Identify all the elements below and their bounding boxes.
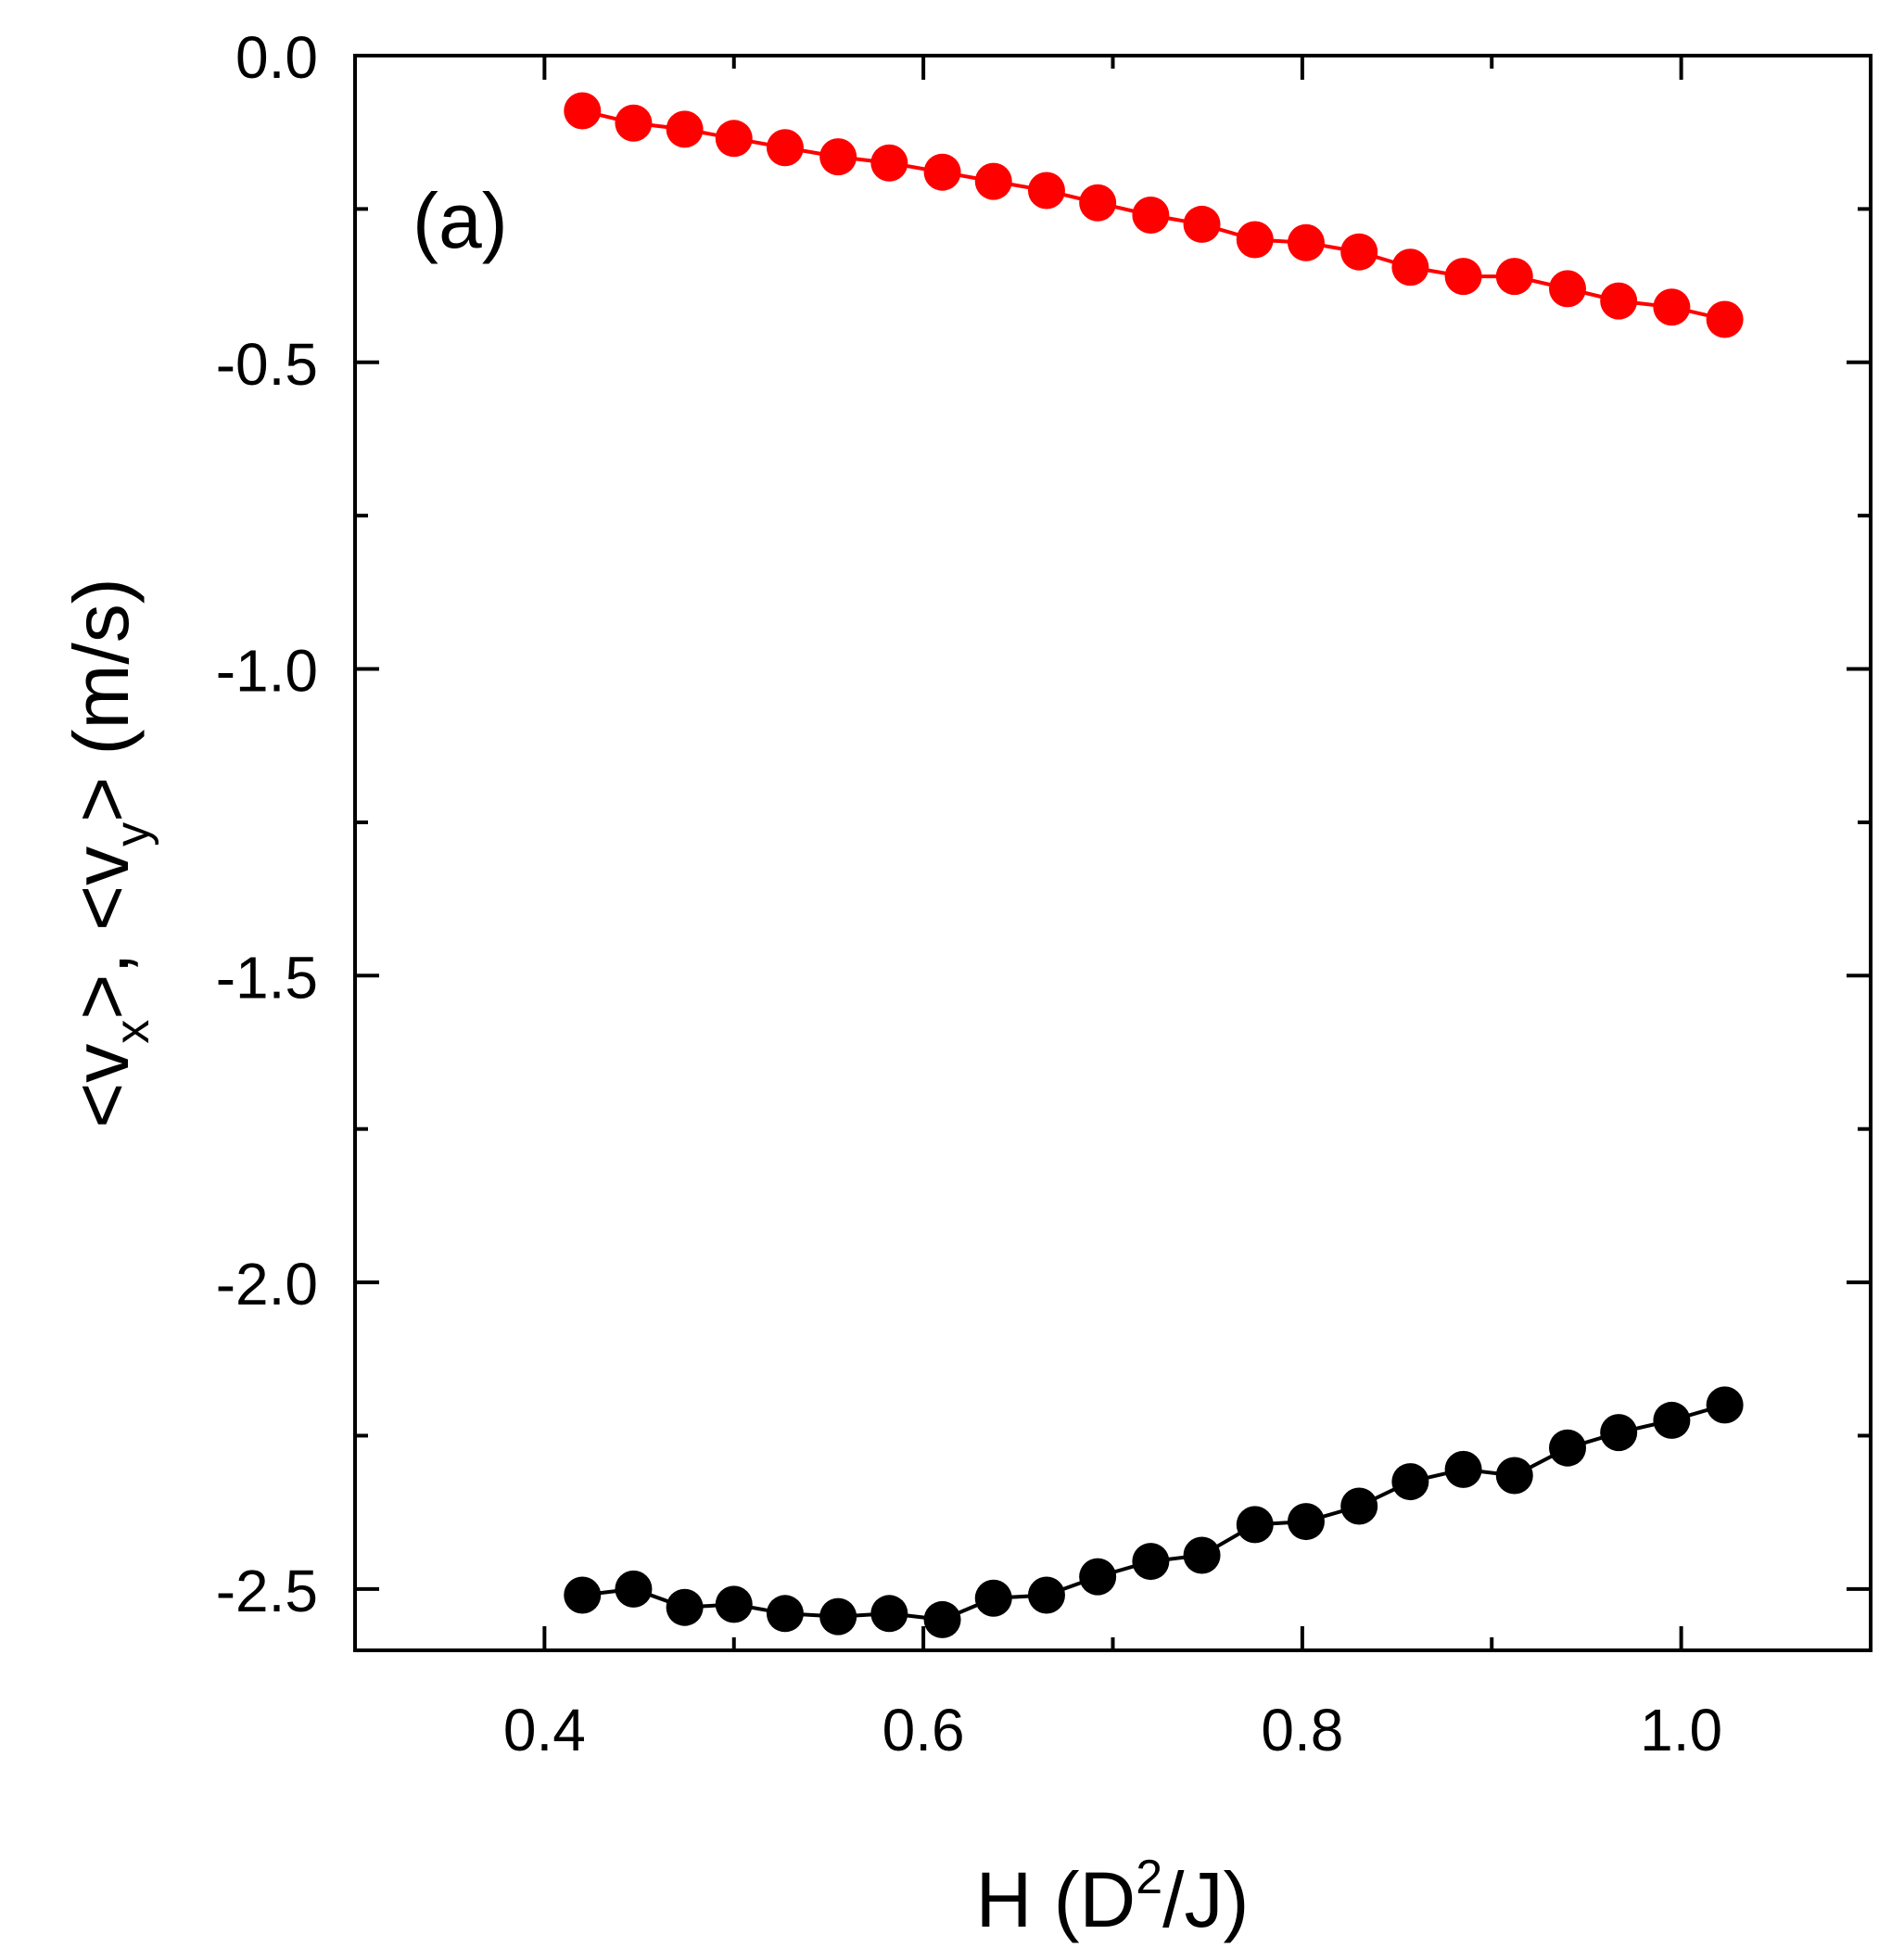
data-point xyxy=(923,153,961,191)
data-point xyxy=(615,104,653,142)
y-axis-title-part3: > (m/s) xyxy=(57,578,145,822)
x-axis-title: H (D2/J) xyxy=(976,1851,1250,1943)
data-point xyxy=(974,162,1012,200)
data-point xyxy=(1706,300,1744,338)
data-point xyxy=(1444,1450,1482,1488)
y-axis-title-part2: >, <v xyxy=(57,846,145,1020)
data-point xyxy=(1706,1386,1744,1424)
y-axis-title-sub-x: x xyxy=(106,1020,159,1044)
data-point xyxy=(1600,1414,1638,1452)
y-tick-label: -2.5 xyxy=(216,1558,318,1624)
data-point xyxy=(615,1570,653,1608)
data-point xyxy=(1132,1543,1170,1581)
data-point xyxy=(1495,1457,1533,1495)
data-point xyxy=(1444,258,1482,296)
data-point xyxy=(870,144,908,182)
axis-tick-labels: 0.4 0.6 0.8 1.0 0.0 -0.5 -1.0 -1.5 -2.0 -2.5 xyxy=(216,24,1722,1763)
data-point xyxy=(1027,172,1065,210)
x-tick-label: 0.4 xyxy=(503,1697,586,1763)
series-1 xyxy=(564,1386,1744,1638)
data-point xyxy=(1340,1487,1378,1525)
data-point xyxy=(1340,233,1378,271)
data-point xyxy=(1287,223,1325,261)
data-point xyxy=(666,110,704,148)
data-point xyxy=(1236,221,1274,259)
y-axis-title-part1: <v xyxy=(57,1044,145,1128)
data-point xyxy=(923,1600,961,1638)
data-point xyxy=(870,1595,908,1633)
data-point xyxy=(1600,282,1638,320)
data-point xyxy=(1236,1506,1274,1544)
data-point xyxy=(766,129,804,167)
data-point xyxy=(1653,1401,1691,1439)
y-tick-label: -1.0 xyxy=(216,638,318,705)
data-point xyxy=(1079,1558,1117,1596)
data-point xyxy=(819,138,857,176)
data-point xyxy=(715,120,753,158)
x-axis-title-end: /J) xyxy=(1162,1856,1249,1943)
y-tick-label: -0.5 xyxy=(216,331,318,398)
data-point xyxy=(1391,248,1429,286)
y-axis-title-sub-y: y xyxy=(106,822,159,846)
data-point xyxy=(1549,270,1586,308)
data-point xyxy=(1653,288,1691,326)
data-point xyxy=(766,1595,804,1633)
data-point xyxy=(564,1576,602,1614)
series-layer xyxy=(564,92,1744,1638)
series-0 xyxy=(564,92,1744,338)
data-point xyxy=(819,1597,857,1635)
data-point xyxy=(1027,1576,1065,1614)
y-axis-title: <vx>, <vy> (m/s) xyxy=(57,578,159,1128)
x-axis-title-sup: 2 xyxy=(1136,1851,1162,1904)
data-point xyxy=(1495,258,1533,296)
data-point xyxy=(1287,1503,1325,1541)
axis-ticks xyxy=(355,54,1871,1650)
data-point xyxy=(1079,184,1117,222)
data-point xyxy=(1391,1463,1429,1501)
plot-frame xyxy=(353,54,1873,1652)
data-point xyxy=(1183,1536,1221,1574)
y-tick-label: -1.5 xyxy=(216,944,318,1011)
data-point xyxy=(974,1579,1012,1617)
data-point xyxy=(1549,1429,1586,1467)
x-tick-label: 0.6 xyxy=(882,1697,965,1763)
data-point xyxy=(666,1588,704,1626)
data-point xyxy=(1132,197,1170,234)
data-point xyxy=(1183,205,1221,243)
data-point xyxy=(715,1585,753,1623)
y-tick-label: -2.0 xyxy=(216,1251,318,1317)
data-point xyxy=(564,92,602,130)
y-tick-label: 0.0 xyxy=(235,24,318,91)
x-tick-label: 1.0 xyxy=(1640,1697,1722,1763)
x-tick-label: 0.8 xyxy=(1261,1697,1343,1763)
panel-label: (a) xyxy=(413,177,508,264)
x-axis-title-main: H (D xyxy=(976,1856,1136,1943)
